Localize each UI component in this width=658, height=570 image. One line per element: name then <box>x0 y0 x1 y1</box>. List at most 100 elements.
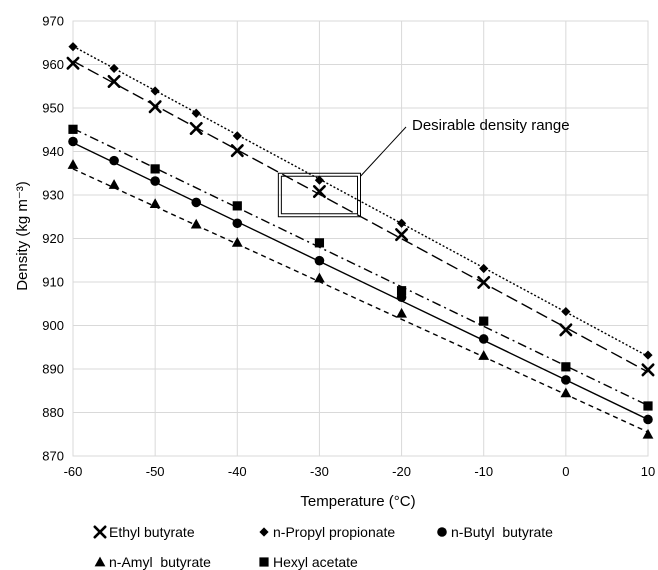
plot-area <box>72 20 649 457</box>
legend-item-2: n-Butyl butyrate <box>435 524 553 540</box>
point-series-1-1 <box>109 63 119 74</box>
point-series-0-2-stroke-b <box>148 100 162 114</box>
density-chart: -60 -50 -40 -30 -20 -10 0 10 870 880 890 900 910 920… <box>14 14 656 511</box>
y-tick-label-10: 970 <box>42 14 64 29</box>
point-series-0-4 <box>230 144 244 158</box>
legend: Ethyl butyrate n-Propyl propionate n-Butyl… <box>0 518 658 570</box>
point-series-3-6 <box>396 307 407 318</box>
x-tick-label-1: -50 <box>146 464 165 479</box>
legend-marker-shape-0 <box>93 525 107 539</box>
point-series-4-1 <box>150 164 160 174</box>
y-tick-label-9: 960 <box>42 57 64 72</box>
y-tick-label-7: 940 <box>42 144 64 159</box>
point-series-3-7 <box>478 350 490 360</box>
legend-marker-shape-1 <box>259 527 269 537</box>
point-series-3-9 <box>642 428 654 439</box>
legend-marker-2 <box>437 527 447 537</box>
point-series-4-3 <box>314 238 325 248</box>
legend-label: Hexyl acetate <box>273 554 358 570</box>
y-tick-label-3: 900 <box>42 318 64 333</box>
point-series-0-5-stroke-b <box>312 185 326 199</box>
annotation-leader-line <box>360 126 407 177</box>
point-series-2-9 <box>643 414 653 425</box>
legend-marker-0 <box>93 525 107 539</box>
y-tick-labels: 870 880 890 900 910 920 930 940 950 960 970 <box>42 14 64 464</box>
y-tick-label-6: 930 <box>42 188 64 203</box>
x-tick-labels: -60 -50 -40 -30 -20 -10 0 10 <box>64 464 656 479</box>
point-series-0-7-stroke-b <box>477 275 491 289</box>
point-series-0-8-stroke-b <box>559 323 573 337</box>
legend-label: n-Butyl butyrate <box>451 524 553 540</box>
point-series-4-0 <box>68 124 78 134</box>
point-series-0-3-stroke-b <box>189 121 203 135</box>
point-series-1-5 <box>314 175 325 185</box>
point-series-0-8 <box>559 323 573 337</box>
point-series-4-5 <box>479 316 489 326</box>
point-series-1-9 <box>643 350 653 360</box>
point-series-1-2 <box>150 86 160 96</box>
legend-item-4: Hexyl acetate <box>257 554 358 570</box>
point-series-0-3 <box>189 121 203 135</box>
point-series-0-1 <box>107 74 121 88</box>
point-series-4-6 <box>561 362 571 372</box>
point-series-1-6 <box>396 218 407 228</box>
point-series-3-4 <box>231 237 243 247</box>
point-series-1-3 <box>191 108 201 118</box>
point-series-1-8 <box>561 306 571 317</box>
x-tick-label-2: -40 <box>228 464 247 479</box>
point-series-2-5 <box>314 255 325 266</box>
y-tick-label-1: 880 <box>42 405 64 420</box>
y-axis-title: Density (kg m⁻³) <box>14 181 31 291</box>
legend-marker-shape-3 <box>94 556 106 567</box>
point-series-0-6 <box>395 228 409 242</box>
y-tick-label-2: 890 <box>42 362 64 377</box>
point-series-3-5 <box>314 272 325 283</box>
point-series-3-2 <box>149 198 161 209</box>
legend-marker-3 <box>94 556 106 567</box>
fit-line-series-1 <box>72 45 649 358</box>
point-series-3-8 <box>560 387 572 398</box>
grid-lines <box>72 20 649 457</box>
point-series-2-4 <box>232 218 243 229</box>
y-tick-label-5: 920 <box>42 231 64 246</box>
x-tick-label-4: -20 <box>392 464 411 479</box>
legend-marker-1 <box>259 527 269 537</box>
y-tick-label-8: 950 <box>42 101 64 116</box>
legend-label: n-Propyl propionate <box>273 524 396 540</box>
point-series-3-3 <box>190 218 202 229</box>
point-series-3-1 <box>108 179 120 189</box>
point-series-2-7 <box>478 334 489 344</box>
fit-line-series-2 <box>72 142 649 421</box>
point-series-0-2 <box>148 100 162 114</box>
point-series-0-4-stroke-b <box>230 144 244 158</box>
fit-line-series-3 <box>72 168 649 433</box>
point-series-4-4 <box>396 286 407 296</box>
y-tick-label-0: 870 <box>42 449 64 464</box>
x-tick-label-5: -10 <box>474 464 493 479</box>
point-series-4-2 <box>232 201 242 211</box>
desirable-range-box <box>277 172 362 218</box>
legend-label: n-Amyl butyrate <box>109 554 211 570</box>
point-series-0-9-stroke-b <box>641 363 655 377</box>
plot-border <box>72 20 649 457</box>
legend-item-0: Ethyl butyrate <box>93 524 195 540</box>
legend-item-1: n-Propyl propionate <box>257 524 395 540</box>
point-series-2-3 <box>191 197 202 208</box>
point-series-0-5 <box>312 185 326 199</box>
legend-marker-shape-0-stroke-b <box>93 525 107 539</box>
point-series-4-7 <box>643 401 653 411</box>
x-tick-label-3: -30 <box>310 464 329 479</box>
legend-marker-shape-2 <box>437 527 447 537</box>
point-series-1-0 <box>68 42 78 52</box>
desirable-range-box-inner <box>280 175 359 215</box>
point-series-0-0 <box>66 56 80 70</box>
legend-item-3: n-Amyl butyrate <box>93 554 211 570</box>
legend-marker-4 <box>259 557 269 567</box>
x-tick-label-7: 10 <box>641 464 655 479</box>
x-tick-label-0: -60 <box>64 464 83 479</box>
x-tick-label-6: 0 <box>562 464 569 479</box>
data-markers <box>66 42 655 439</box>
legend-marker-shape-4 <box>259 557 269 567</box>
annotation: Desirable density range <box>277 117 570 218</box>
point-series-2-1 <box>109 155 119 166</box>
